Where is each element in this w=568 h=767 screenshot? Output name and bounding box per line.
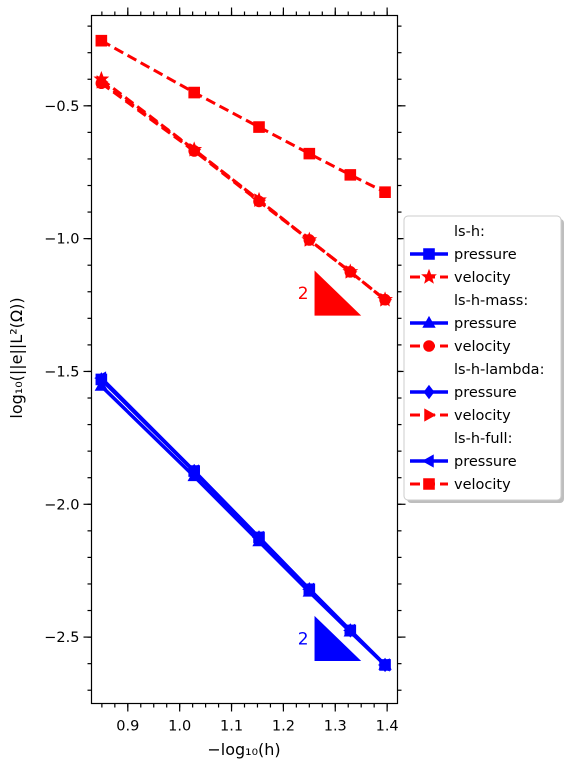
data-point [380, 293, 393, 307]
legend-entry: pressure [410, 315, 517, 332]
legend-label: pressure [454, 385, 517, 401]
data-point [254, 193, 267, 207]
legend-entry: pressure [410, 247, 517, 263]
legend-label: pressure [454, 247, 517, 263]
legend-marker [424, 408, 437, 422]
legend-entry: velocity [410, 477, 511, 493]
data-point [344, 169, 357, 181]
series-line [100, 39, 386, 194]
data-point [96, 75, 109, 89]
x-tick-label: 1.1 [220, 719, 243, 735]
data-point [377, 658, 390, 672]
y-tick-label: −1.0 [44, 232, 79, 248]
legend-marker [423, 248, 435, 260]
legend-entry: velocity [410, 408, 511, 424]
data-point [303, 147, 316, 160]
data-point [188, 86, 200, 99]
legend-marker [423, 340, 435, 352]
series-ls-h-full-pressure [94, 371, 390, 672]
legend-label: velocity [454, 339, 511, 355]
axis-ticks: 0.9 1.0 1.1 1.2 1.3 1.4 −0.5 −1.0 −1.5 −2.0 −2.5 [44, 7, 406, 735]
legend-label: pressure [454, 316, 517, 332]
data-point [343, 623, 356, 638]
x-tick-label: 1.0 [168, 719, 191, 735]
x-tick-label: 1.4 [376, 719, 399, 735]
legend-label: ls-h: [454, 224, 485, 240]
legend-entry: velocity [410, 339, 511, 355]
slope-label-1: 2 [298, 284, 309, 304]
y-tick-label: −2.0 [44, 497, 79, 513]
data-point [253, 121, 265, 133]
y-tick-label: −1.5 [44, 364, 79, 380]
series-line [100, 376, 387, 667]
legend: ls-h: pressure velocity ls-h-mass: pressure v… [403, 215, 564, 503]
legend-marker [423, 384, 435, 400]
legend-label: ls-h-mass: [454, 293, 528, 309]
data-point [345, 265, 358, 279]
series-ls-h-lambda-velocity [96, 75, 393, 307]
slope-labels: 22 [298, 284, 309, 649]
plot-frame [90, 14, 399, 705]
data-point [187, 464, 199, 478]
data-point [304, 233, 317, 247]
data-point [94, 371, 107, 385]
legend-box [403, 215, 562, 501]
data-point [379, 186, 391, 198]
x-axis-label: −log₁₀(h) [207, 740, 280, 759]
x-tick-label: 0.9 [116, 719, 139, 735]
x-tick-label: 1.3 [324, 719, 347, 735]
data-point [95, 34, 108, 47]
legend-entry: pressure [410, 454, 517, 470]
legend-entry: pressure [410, 384, 517, 401]
legend-header: ls-h-full: [454, 431, 512, 447]
legend-marker [423, 478, 435, 490]
legend-label: ls-h-full: [454, 431, 512, 447]
legend-header: ls-h-lambda: [454, 362, 544, 378]
legend-label: velocity [454, 270, 511, 286]
y-tick-label: −2.5 [44, 630, 79, 646]
legend-label: velocity [454, 477, 511, 493]
slope-label-2: 2 [298, 629, 309, 649]
series-ls-h-full-velocity [95, 34, 391, 198]
y-axis-label: log₁₀(||e||L²(Ω)) [7, 297, 26, 418]
legend-header: ls-h: [454, 224, 485, 240]
data-point [251, 530, 264, 545]
legend-label: pressure [454, 454, 517, 470]
y-tick-label: −0.5 [44, 99, 79, 115]
legend-label: velocity [454, 408, 511, 424]
series-layer [93, 34, 393, 673]
legend-marker [422, 315, 436, 328]
series-line [100, 80, 386, 301]
legend-header: ls-h-mass: [454, 293, 528, 309]
legend-entry: velocity [410, 268, 511, 286]
legend-label: ls-h-lambda: [454, 362, 544, 378]
slope-triangles [314, 270, 362, 661]
slope-triangle-2 [314, 615, 362, 661]
data-point [302, 582, 315, 596]
legend-marker [421, 268, 437, 284]
x-tick-label: 1.2 [272, 719, 295, 735]
legend-marker [421, 454, 434, 468]
data-point [189, 142, 202, 157]
slope-triangle-1 [314, 270, 362, 316]
